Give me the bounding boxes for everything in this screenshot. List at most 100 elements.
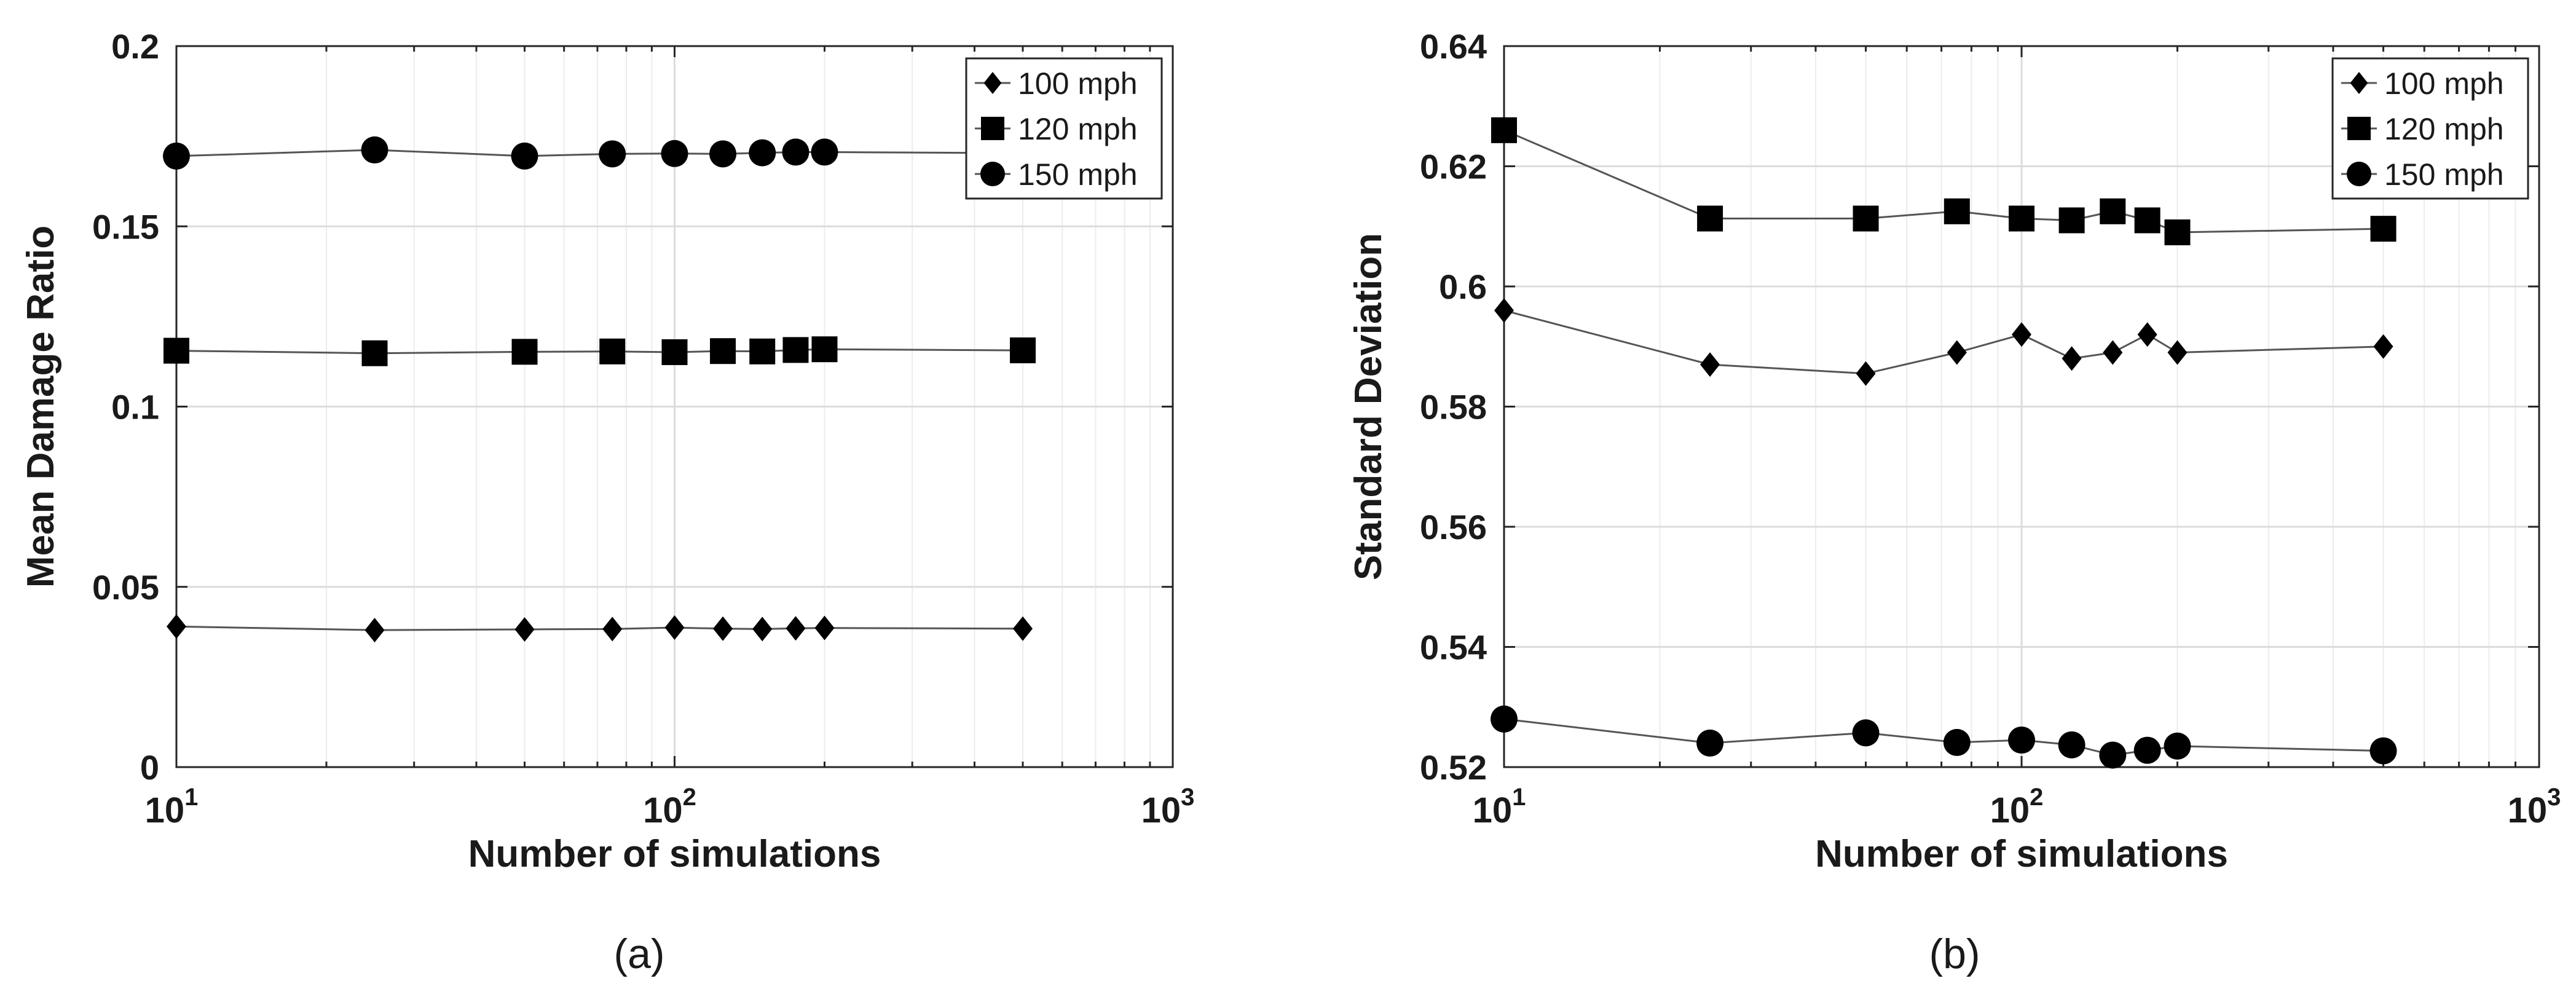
chart-b-legend-marker <box>2347 162 2371 186</box>
chart-a-data-point <box>782 138 809 166</box>
chart-b-y-tick-label: 0.54 <box>1420 628 1487 667</box>
chart-a-data-point <box>752 617 773 642</box>
chart-b-data-point <box>2100 198 2126 224</box>
chart-a-data-point <box>364 618 385 643</box>
chart-b-x-tick-label: 102 <box>1990 784 2044 830</box>
chart-a-data-point <box>511 339 538 365</box>
chart-b-panel-label: (b) <box>1929 931 1980 977</box>
chart-b-x-axis-label: Number of simulations <box>1815 833 2228 875</box>
chart-a-series-line <box>176 348 1023 355</box>
chart-a-y-axis-label: Mean Damage Ratio <box>20 226 62 588</box>
chart-b-x-tick-label: 103 <box>2508 784 2561 830</box>
chart-a-y-tick-label: 0.05 <box>92 568 159 607</box>
chart-a-data-point <box>811 138 838 166</box>
chart-b-series-3 <box>1491 705 2397 769</box>
chart-a-legend-label: 120 mph <box>1018 112 1138 146</box>
chart-b-data-point <box>1491 117 1517 143</box>
chart-b-data-point <box>2012 322 2031 347</box>
chart-b-data-point <box>1494 298 1514 323</box>
chart-b-data-point <box>1943 728 1971 756</box>
chart-a-panel-label: (a) <box>613 931 664 977</box>
chart-a-data-point <box>661 140 688 167</box>
chart-a-data-point <box>749 338 776 364</box>
chart-a-data-point <box>361 340 388 366</box>
chart-b-y-tick-label: 0.6 <box>1439 267 1487 306</box>
chart-b-data-point <box>2167 340 2188 365</box>
chart-a-data-point <box>749 139 776 167</box>
chart-a-legend-marker <box>981 117 1004 140</box>
chart-a-data-point <box>163 142 190 170</box>
chart-b-data-point <box>2164 219 2191 246</box>
chart-a-data-point <box>602 617 623 642</box>
chart-a-y-tick-label: 0.1 <box>111 388 159 427</box>
chart-a-data-point <box>599 338 626 364</box>
chart-a-data-point <box>514 617 535 642</box>
chart-b-data-point <box>2008 727 2035 754</box>
chart-b-legend-marker <box>2350 72 2368 94</box>
chart-a-tick-marks <box>175 45 1174 768</box>
panel-b-standard-deviation: 0.52 0.54 0.56 0.58 0.6 0.62 0.64 101 102 103 Numb… <box>1347 27 2561 977</box>
chart-b-data-point <box>2099 741 2127 769</box>
chart-b-x-tick-label: 101 <box>1473 784 1526 830</box>
chart-b-data-point <box>2103 340 2123 365</box>
chart-a-legend: 100 mph 120 mph 150 mph <box>965 57 1163 200</box>
chart-a-series-line <box>176 625 1023 631</box>
chart-b-data-point <box>1852 719 1880 747</box>
chart-b-data-point <box>1944 198 1970 224</box>
chart-b-y-axis-label: Standard Deviation <box>1347 233 1390 580</box>
chart-b-series-1 <box>1494 298 2393 386</box>
chart-a-data-point <box>599 140 626 168</box>
chart-a-data-point <box>167 614 186 639</box>
chart-b-y-tick-label: 0.52 <box>1420 748 1487 787</box>
chart-b-data-point <box>1697 205 1723 232</box>
chart-a-data-point <box>163 337 189 364</box>
chart-b-series-line <box>1503 309 2384 375</box>
chart-a-data-point <box>1010 337 1036 364</box>
chart-b-data-point <box>1853 205 1879 232</box>
chart-a-x-axis-label: Number of simulations <box>468 833 881 875</box>
chart-b-data-point <box>2137 322 2157 347</box>
chart-b-data-point <box>2373 334 2393 359</box>
chart-a-legend-marker <box>980 162 1005 186</box>
panel-a-mean-damage-ratio: 0 0.05 0.1 0.15 0.2 101 102 103 Number of simula… <box>20 27 1194 977</box>
chart-b-data-point <box>1700 352 1720 377</box>
chart-b-data-point <box>2133 736 2161 764</box>
chart-a-y-tick-label: 0.15 <box>92 207 159 246</box>
chart-a-series-1 <box>167 614 1033 643</box>
chart-a-data-point <box>361 136 388 164</box>
chart-b-series-line <box>1503 718 2384 756</box>
chart-b-y-tick-label: 0.64 <box>1420 27 1487 66</box>
chart-a-x-tick-label: 103 <box>1141 784 1195 830</box>
chart-b-legend-marker <box>2347 117 2371 140</box>
chart-b-data-point <box>1491 705 1518 733</box>
chart-b-legend: 100 mph 120 mph 150 mph <box>2331 57 2529 200</box>
chart-b-series-2 <box>1491 117 2397 246</box>
chart-b-data-point <box>2058 731 2086 758</box>
chart-b-data-point <box>1856 361 1876 386</box>
chart-a-series-line <box>176 149 1023 157</box>
chart-b-legend-label: 120 mph <box>2384 112 2504 146</box>
chart-b-data-point <box>2370 216 2397 242</box>
chart-b-data-point <box>2369 737 2397 765</box>
chart-b-y-tick-label: 0.62 <box>1420 148 1487 186</box>
chart-b-legend-label: 100 mph <box>2384 66 2504 101</box>
chart-a-y-tick-label: 0 <box>140 748 159 787</box>
chart-a-data-point <box>1013 616 1033 641</box>
chart-b-series-line <box>1503 129 2384 234</box>
chart-b-data-point <box>2009 205 2034 232</box>
chart-a-series-2 <box>163 336 1036 366</box>
chart-b-data-point <box>1696 729 1724 757</box>
chart-a-data-point <box>713 616 733 641</box>
chart-b-data-point <box>2134 207 2160 234</box>
chart-a-data-point <box>664 615 685 640</box>
chart-a-legend-label: 150 mph <box>1018 157 1138 192</box>
chart-a-legend-marker <box>983 72 1002 94</box>
chart-a-data-point <box>511 142 538 170</box>
chart-a-data-point <box>709 140 737 168</box>
chart-a-data-point <box>786 616 806 641</box>
chart-b-legend-label: 150 mph <box>2384 157 2504 192</box>
chart-b-data-point <box>2164 732 2191 760</box>
chart-a-legend-label: 100 mph <box>1018 66 1138 101</box>
chart-a-data-point <box>710 338 736 364</box>
